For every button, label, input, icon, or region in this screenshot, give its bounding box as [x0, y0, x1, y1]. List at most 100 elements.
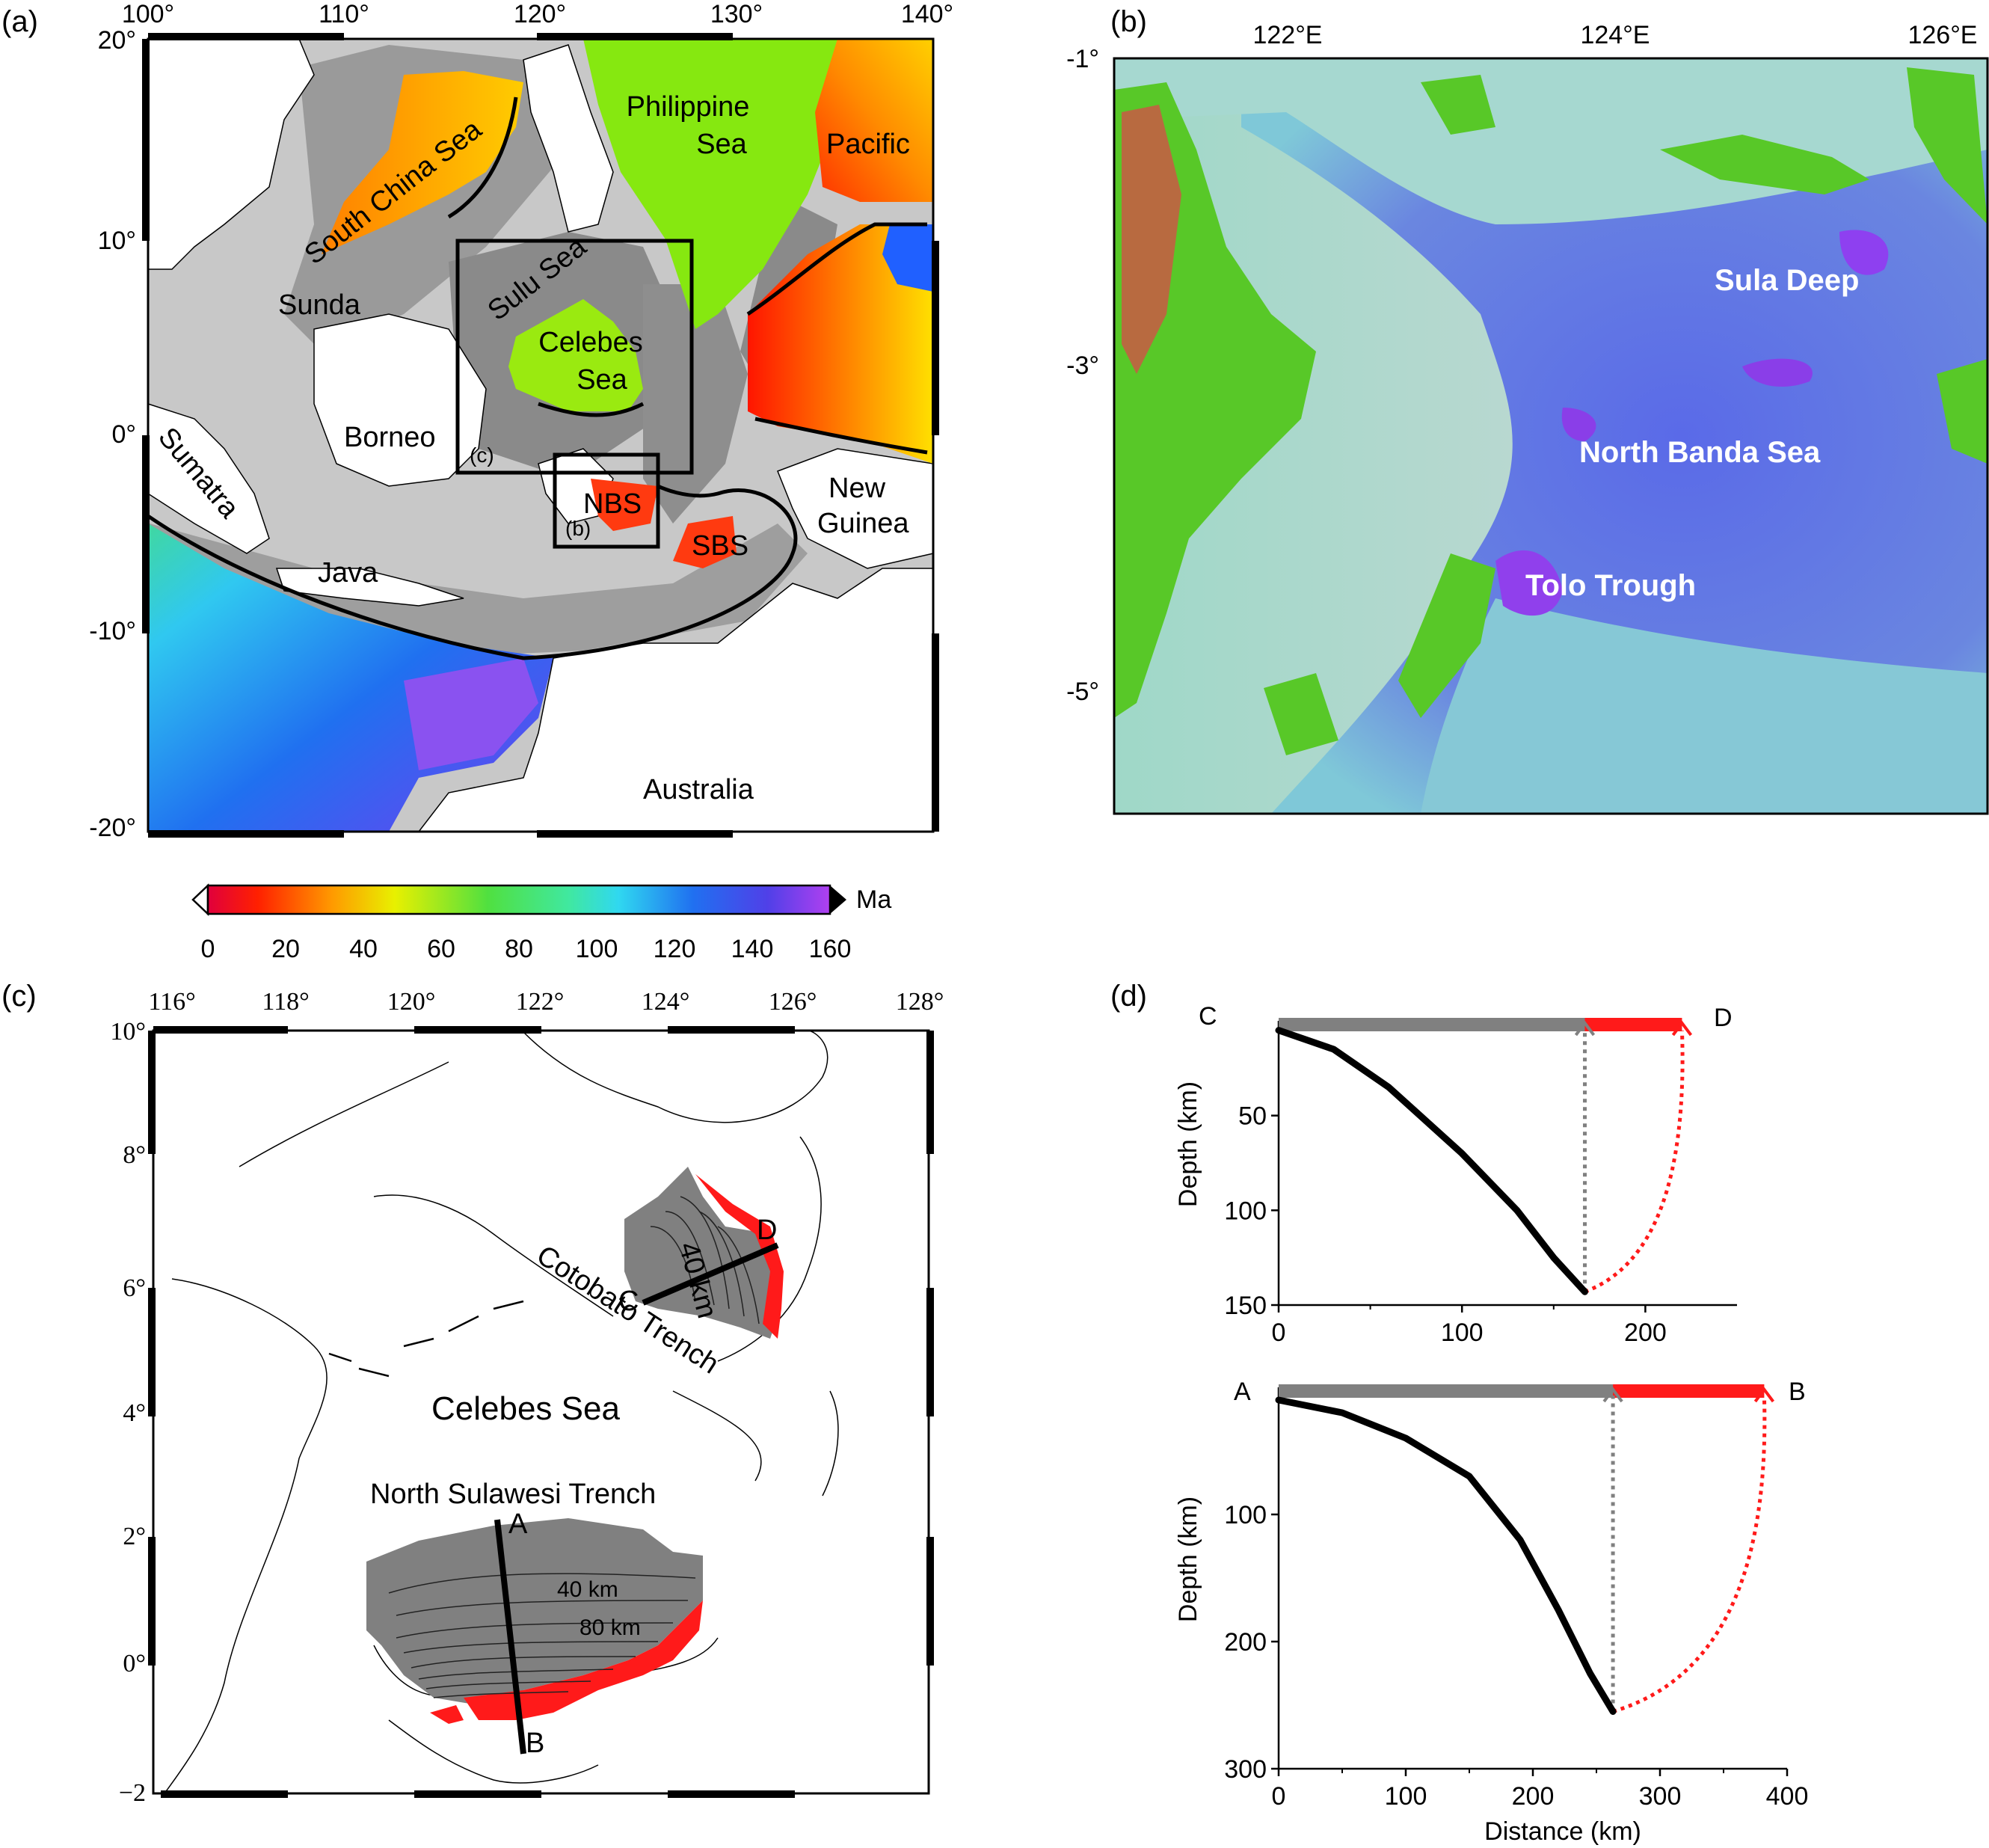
peleng-islands	[1421, 75, 1495, 135]
lon-tick: 126°	[769, 988, 817, 1016]
unfolded-arrow-head	[1753, 1387, 1774, 1403]
colorbar-low-arrow	[191, 883, 209, 916]
lat-tick: 4°	[123, 1399, 146, 1427]
label-north-sulawesi-trench: North Sulawesi Trench	[370, 1479, 656, 1510]
x-tick-label: 200	[1512, 1782, 1555, 1811]
colorbar-tick: 140	[731, 935, 774, 963]
lon-tick: 120°	[514, 0, 566, 28]
panel-c-lat-ticks: 10° 8° 6° 4° 2° 0° −2	[110, 1018, 146, 1807]
unfold-arc	[1612, 1396, 1767, 1713]
xlabel-bottom: Distance (km)	[1484, 1817, 1641, 1846]
sangihe-coast	[672, 1390, 839, 1496]
label-profile-a: A	[1234, 1378, 1251, 1406]
panel-b-tag: (b)	[1110, 5, 1147, 38]
slab-profile-line	[1275, 1396, 1617, 1715]
age-colorbar: Ma 0 20 40 60 80 100 120 140 160	[191, 883, 891, 963]
lat-tick: 20°	[98, 26, 136, 55]
colorbar-unit: Ma	[856, 885, 891, 914]
colorbar-tick: 0	[201, 935, 215, 963]
x-tick-label: 100	[1385, 1782, 1427, 1811]
north-sulawesi-trench-a	[538, 402, 645, 417]
lon-tick: 122°E	[1252, 21, 1322, 49]
indian-old-crust	[404, 658, 538, 770]
label-profile-d: D	[1714, 1004, 1733, 1032]
lat-tick: −2	[119, 1779, 146, 1807]
colorbar-tick: 160	[809, 935, 852, 963]
lon-tick: 100°	[122, 0, 174, 28]
panel-a-map: (a)	[1, 0, 953, 842]
lon-tick: 130°	[710, 0, 763, 28]
lat-tick: -1°	[1066, 45, 1099, 73]
mindanao-coast	[523, 1030, 829, 1362]
new-guinea-trench	[754, 417, 928, 455]
tolo-trough-basin	[1495, 550, 1563, 616]
lon-tick: 116°	[148, 988, 195, 1016]
y-tick-label: 200	[1224, 1628, 1267, 1657]
label-celebes-sea-c: Celebes Sea	[431, 1390, 620, 1427]
lat-tick: -10°	[89, 617, 136, 645]
label-box-c: (c)	[470, 443, 494, 467]
lat-tick: 0°	[111, 420, 136, 449]
x-tick-label: 300	[1639, 1782, 1682, 1811]
north-banda-deep-west	[1561, 408, 1596, 441]
label-box-b: (b)	[565, 517, 591, 540]
sula-deep-basin	[1839, 230, 1889, 275]
label-guinea: Guinea	[817, 508, 909, 539]
panel-c-frame-ticks	[148, 1026, 934, 1798]
sulu-archipelago	[328, 1300, 524, 1378]
lat-tick: 6°	[123, 1274, 146, 1302]
south-china-sea-crust	[322, 71, 523, 254]
label-sunda: Sunda	[278, 289, 361, 321]
inset-box-b	[553, 452, 660, 549]
panel-b-frame	[1113, 57, 1989, 815]
colorbar-high-arrow	[830, 885, 846, 914]
north-sulawesi-contours	[388, 1573, 696, 1698]
y-tick-label: 300	[1224, 1755, 1267, 1784]
projected-arrow-head	[1602, 1387, 1623, 1403]
sumatra-land	[147, 402, 270, 554]
borneo-land	[313, 313, 487, 487]
label-point-d: D	[757, 1215, 777, 1246]
panel-c-lon-ticks: 116° 118° 120° 122° 124° 126° 128°	[148, 988, 944, 1016]
lon-tick: 124°E	[1580, 21, 1650, 49]
projected-length-bar	[1279, 1384, 1614, 1398]
colorbar-tick: 20	[271, 935, 300, 963]
panel-c-map: (c) 40 km	[1, 980, 944, 1807]
label-nbs: NBS	[583, 488, 642, 520]
buru-land	[1937, 359, 1988, 464]
y-tick-label: 150	[1224, 1292, 1267, 1320]
philippines-land	[523, 44, 614, 233]
colorbar-ticks: 0 20 40 60 80 100 120 140 160	[201, 935, 852, 963]
label-philippine: Philippine	[627, 91, 750, 123]
colorbar-tick: 60	[427, 935, 455, 963]
label-celebes-sea: Sea	[577, 364, 627, 396]
sulawesi-mountains	[1122, 105, 1181, 374]
label-north-banda-sea: North Banda Sea	[1579, 436, 1821, 469]
projected-length-bar	[1279, 1018, 1585, 1031]
x-tick-label: 200	[1624, 1319, 1667, 1347]
label-pacific: Pacific	[826, 129, 910, 160]
profile-line-ab	[494, 1519, 526, 1755]
lon-tick: 126°E	[1907, 21, 1977, 49]
label-sulawesi-40km: 40 km	[557, 1577, 618, 1602]
north-sulawesi-slab	[366, 1518, 703, 1705]
lat-tick: 10°	[110, 1018, 146, 1046]
indochina-land	[147, 38, 315, 270]
unfold-arc	[1584, 1030, 1685, 1294]
pacific-crust	[815, 39, 933, 202]
panel-d-tag: (d)	[1110, 980, 1147, 1013]
projected-arrow-head	[1574, 1020, 1596, 1037]
lon-tick: 124°	[642, 988, 690, 1016]
label-java: Java	[318, 557, 378, 589]
label-point-b: B	[526, 1728, 544, 1759]
new-guinea-land	[777, 448, 934, 569]
lon-tick: 140°	[901, 0, 953, 28]
north-banda-sea-crust	[591, 479, 658, 531]
label-point-a: A	[508, 1508, 528, 1540]
manila-trench	[447, 96, 518, 219]
philippine-sea-crust	[583, 39, 845, 329]
x-tick-label: 0	[1272, 1782, 1286, 1811]
label-sbs: SBS	[692, 530, 748, 562]
label-celebes: Celebes	[538, 327, 642, 358]
